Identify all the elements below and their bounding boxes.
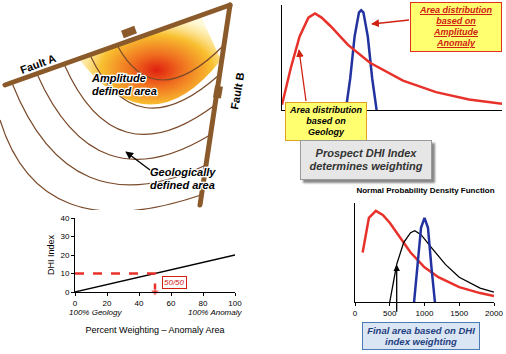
svg-text:60: 60 [167, 299, 176, 308]
svg-text:Fault B: Fault B [228, 71, 246, 110]
svg-text:50/50: 50/50 [164, 278, 185, 287]
svg-text:40: 40 [135, 299, 144, 308]
html-text:Final area based on DHI index: Final area based on DHI index weighting [367, 325, 475, 347]
svg-text:Normal Probability Density Fun: Normal Probability Density Function [356, 186, 494, 195]
svg-text:1500: 1500 [450, 309, 468, 318]
svg-text:20: 20 [60, 251, 69, 260]
svg-text:0: 0 [353, 309, 358, 318]
html-text:Prospect DHI Index determines: Prospect DHI Index determines weighting [309, 147, 423, 172]
svg-text:0: 0 [65, 288, 70, 297]
svg-text:40: 40 [60, 214, 69, 223]
svg-text:2000: 2000 [485, 309, 503, 318]
svg-text:30: 30 [60, 232, 69, 241]
svg-text:100: 100 [228, 299, 242, 308]
svg-text:20: 20 [103, 299, 112, 308]
svg-text:100% Anomaly: 100% Anomaly [188, 308, 243, 317]
svg-text:10: 10 [60, 269, 69, 278]
svg-text:Amplitude: Amplitude [91, 72, 146, 84]
html-text:Area distribution based on Amp: Area distribution based on Amplitude Ano… [420, 5, 492, 48]
svg-text:Fault A: Fault A [19, 52, 58, 76]
html-text:Area distribution based on Geo: Area distribution based on Geology [290, 105, 362, 137]
svg-text:defined area: defined area [150, 179, 215, 191]
svg-text:100% Geology: 100% Geology [69, 308, 122, 317]
svg-text:Percent Weighting – Anomaly Ar: Percent Weighting – Anomaly Area [86, 325, 225, 335]
svg-text:defined area: defined area [92, 85, 157, 97]
svg-text:500: 500 [383, 309, 397, 318]
svg-text:80: 80 [199, 299, 208, 308]
svg-text:1000: 1000 [416, 309, 434, 318]
svg-text:DHI Index: DHI Index [46, 234, 56, 275]
svg-text:0: 0 [73, 299, 78, 308]
svg-text:Geologically: Geologically [150, 166, 216, 178]
